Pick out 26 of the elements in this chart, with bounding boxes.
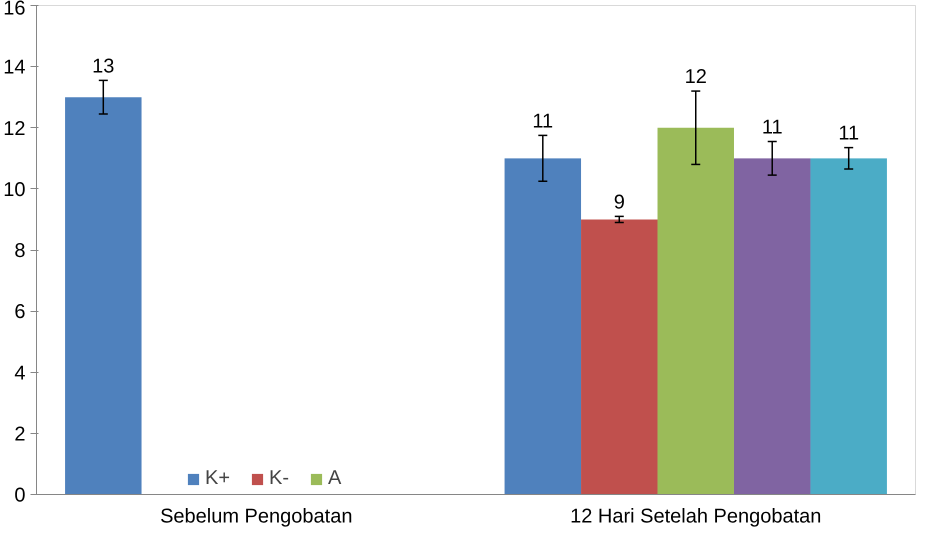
bar [658,128,734,494]
x-tick-label: Sebelum Pengobatan [160,506,352,528]
y-tick-label: 8 [14,240,26,262]
legend-label: K+ [205,467,230,490]
y-tick-label: 4 [14,362,26,384]
y-tick-label: 14 [3,56,26,79]
data-label: 11 [532,110,554,132]
data-label: 11 [838,122,860,145]
y-tick-label: 12 [3,118,26,140]
y-tick-label: 10 [3,178,26,201]
bar [581,219,658,494]
data-label: 12 [684,66,707,88]
bar [734,158,810,494]
data-label: 11 [762,116,783,139]
bar [504,158,582,494]
data-label: 13 [92,55,114,78]
y-tick-label: 6 [14,301,26,324]
bar [810,158,887,494]
legend-label: K- [269,467,290,490]
legend-label: A [328,467,342,490]
y-tick-label: 2 [14,423,26,446]
y-tick-label: 16 [3,0,26,20]
x-tick-label: 12 Hari Setelah Pengobatan [570,506,822,528]
y-tick-label: 0 [14,484,26,506]
bar [65,97,142,494]
data-label: 9 [614,191,625,214]
